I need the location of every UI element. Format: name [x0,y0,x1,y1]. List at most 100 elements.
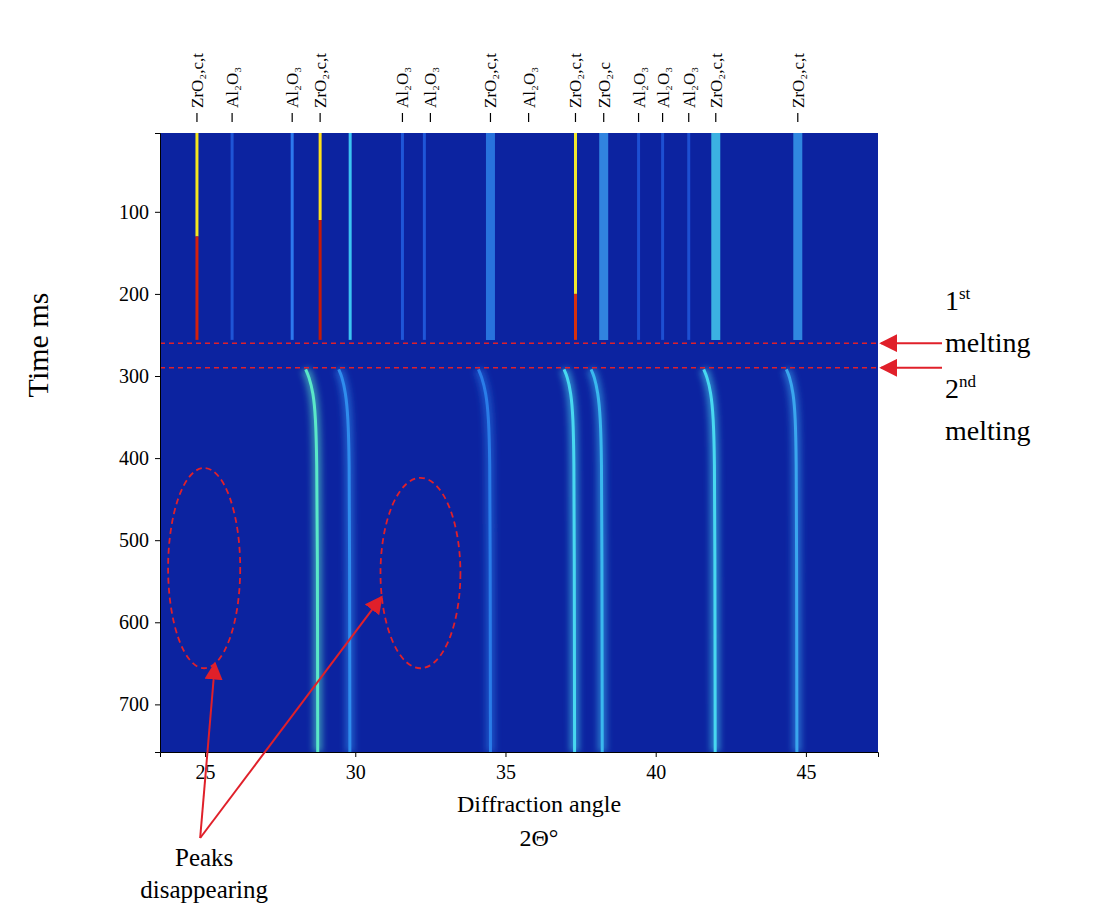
peak-glow [591,369,602,752]
peak-line [661,133,664,340]
tick-label: 600 [119,611,149,633]
tick-mark [155,622,160,623]
region-label: disappearing [140,876,268,903]
peak-glow [658,133,667,340]
peak-line [401,133,404,340]
peak-line [349,133,352,340]
peak-label: Al₂O₃ [283,67,302,108]
peak-label-tick [292,113,293,122]
tick: 200 [119,283,160,305]
peak-label-tick [320,113,321,122]
peak-line [591,369,602,752]
y-axis: 100 200 300 400 500 600 700 [119,134,161,753]
melting-line [160,367,878,369]
melting-label: melting [945,327,1031,358]
peak-label-tick [603,113,604,122]
peak-label-tick [528,113,529,122]
peak-glow [708,133,724,340]
tick-label: 200 [119,283,149,305]
peak-glow [790,133,806,340]
tick-label: 45 [796,761,816,783]
tick: 35 [496,752,516,783]
peak-line [478,369,490,752]
peak-line [319,133,322,220]
peak-label: ZrO₂,c,t [481,53,500,108]
melting-label: melting [945,415,1031,446]
peak-glow [398,133,407,340]
tick-label: 100 [119,201,149,223]
peak-glow [228,133,237,340]
tick-mark [155,212,160,213]
peak-line [195,133,198,236]
peak-line [195,236,198,339]
tick-mark [155,458,160,459]
peak-glow [192,133,201,236]
peak-line [291,133,294,340]
tick: 500 [119,529,160,551]
peak-glow [704,369,715,752]
peak-glow [316,220,325,340]
peak-line [786,369,797,752]
tick-mark [155,540,160,541]
peak-label: Al₂O₃ [421,67,440,108]
axis-line [155,134,161,753]
tick: 40 [646,752,666,783]
peak-label-tick [430,113,431,122]
peak-line [711,133,720,340]
tick-label: 400 [119,447,149,469]
peak-glow [316,133,325,220]
peak-glow [346,133,355,340]
tick-mark [155,704,160,705]
peak-label: ZrO₂,c,t [311,53,330,108]
tick: 600 [119,611,160,633]
peak-glow [192,236,201,339]
annotation-arrow [200,663,215,838]
peak-line [793,133,802,340]
peak-label: ZrO₂,c,t [707,53,726,108]
peak-glow [684,133,693,340]
peak-label-tick [575,113,576,122]
tick: 700 [119,693,160,715]
tick-label: 700 [119,693,149,715]
peak-line [423,133,426,340]
peak-label: ZrO₂,c,t [789,53,808,108]
tick-mark [155,294,160,295]
peak-label-tick [662,113,663,122]
tick-mark [155,376,160,377]
peak-glow [339,369,350,752]
annotation-arrow [881,342,942,344]
peak-line [599,133,608,340]
peak-glow [571,294,580,340]
tick: 100 [119,201,160,223]
peak-line [704,369,715,752]
peak-line [687,133,690,340]
region-ellipse [168,468,240,668]
x-axis-title: Diffraction angle [457,791,621,817]
tick: 400 [119,447,160,469]
peak-line [637,133,640,340]
x-axis: 2530354045 [161,752,879,783]
region-label: Peaks [175,844,233,871]
melting-line [160,342,878,344]
tick: 30 [346,752,366,783]
peak-line [319,220,322,340]
peak-label-tick [638,113,639,122]
peak-label: ZrO₂,c,t [188,53,207,108]
peak-line [574,133,577,294]
peak-label-tick [232,113,233,122]
peak-label-tick [490,113,491,122]
peak-label: ZrO₂,c [595,62,614,108]
peak-line [486,133,495,340]
peak-label: Al₂O₃ [393,67,412,108]
tick-mark [656,752,657,757]
peak-line [564,369,575,752]
tick: 45 [796,752,816,783]
tick-label: 30 [346,761,366,783]
tick: 300 [119,365,160,387]
peak-label: Al₂O₃ [223,67,242,108]
plot-background [160,133,878,752]
plot-area [160,133,878,752]
tick-mark [806,752,807,757]
axis-line [161,753,879,758]
region-ellipse [381,478,461,668]
